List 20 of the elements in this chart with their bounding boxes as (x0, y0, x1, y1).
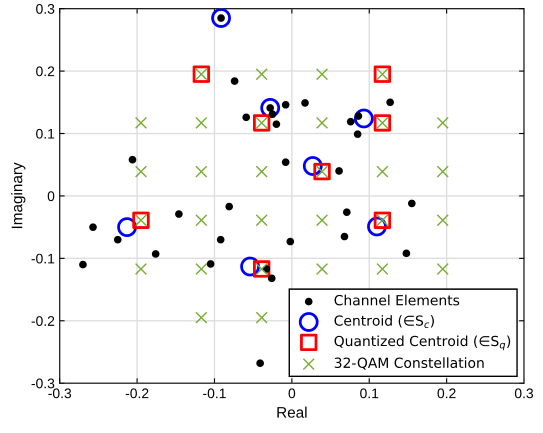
y-tick-label: 0.3 (36, 4, 54, 14)
legend-label: Centroid (∈S$_{c}$) (334, 315, 434, 328)
x-tick-label: 0.3 (514, 388, 534, 398)
x-tick-label: 0.1 (360, 388, 378, 398)
y-tick-label: 0.2 (36, 66, 54, 76)
x-tick-label: -0.2 (126, 388, 148, 398)
y-tick-label: 0.1 (36, 128, 54, 139)
x-tick-label: 0.2 (438, 388, 456, 398)
y-axis-title: Imaginary (11, 162, 26, 228)
x-tick-label: 0 (288, 388, 296, 398)
legend-label: Channel Elements (334, 294, 460, 306)
legend-label: Quantized Centroid (∈S$_{q}$) (334, 335, 510, 350)
x-axis-title: Real (277, 406, 307, 418)
legend-label: 32-QAM Constellation (334, 357, 484, 370)
y-tick-label: -0.2 (32, 316, 54, 326)
y-tick-label: 0 (48, 191, 54, 202)
x-tick-label: -0.1 (203, 388, 226, 398)
x-tick-label: -0.3 (48, 388, 72, 398)
y-tick-label: -0.1 (32, 254, 54, 264)
y-tick-label: -0.3 (32, 378, 54, 388)
